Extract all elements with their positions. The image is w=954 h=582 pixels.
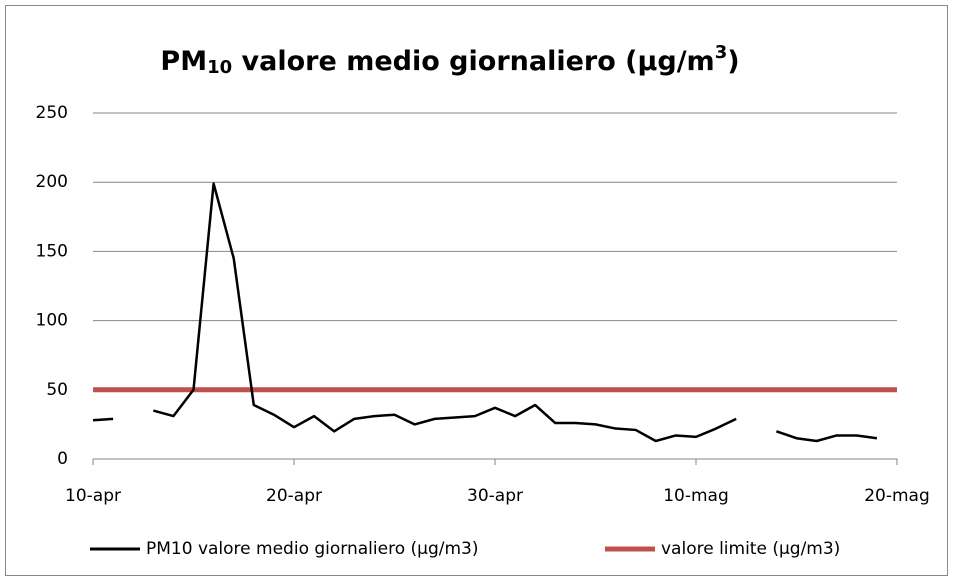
y-tick-label: 250: [36, 103, 68, 123]
y-tick-label: 150: [36, 241, 68, 261]
x-tick-label: 10-apr: [65, 486, 121, 506]
chart-title: PM10 valore medio giornaliero (µg/m3): [160, 42, 739, 78]
y-tick-label: 100: [36, 311, 68, 331]
x-tick-label: 10-mag: [663, 486, 729, 506]
x-tick-label: 30-apr: [467, 486, 523, 506]
x-tick-label: 20-apr: [266, 486, 322, 506]
legend-label: PM10 valore medio giornaliero (µg/m3): [146, 539, 478, 559]
legend-label: valore limite (µg/m3): [661, 539, 840, 559]
y-tick-label: 50: [46, 380, 68, 400]
chart-border: [5, 5, 948, 576]
series-line: [92, 182, 878, 443]
x-tick-label: 20-mag: [864, 486, 930, 506]
y-tick-label: 200: [36, 172, 68, 192]
y-tick-label: 0: [57, 449, 68, 469]
